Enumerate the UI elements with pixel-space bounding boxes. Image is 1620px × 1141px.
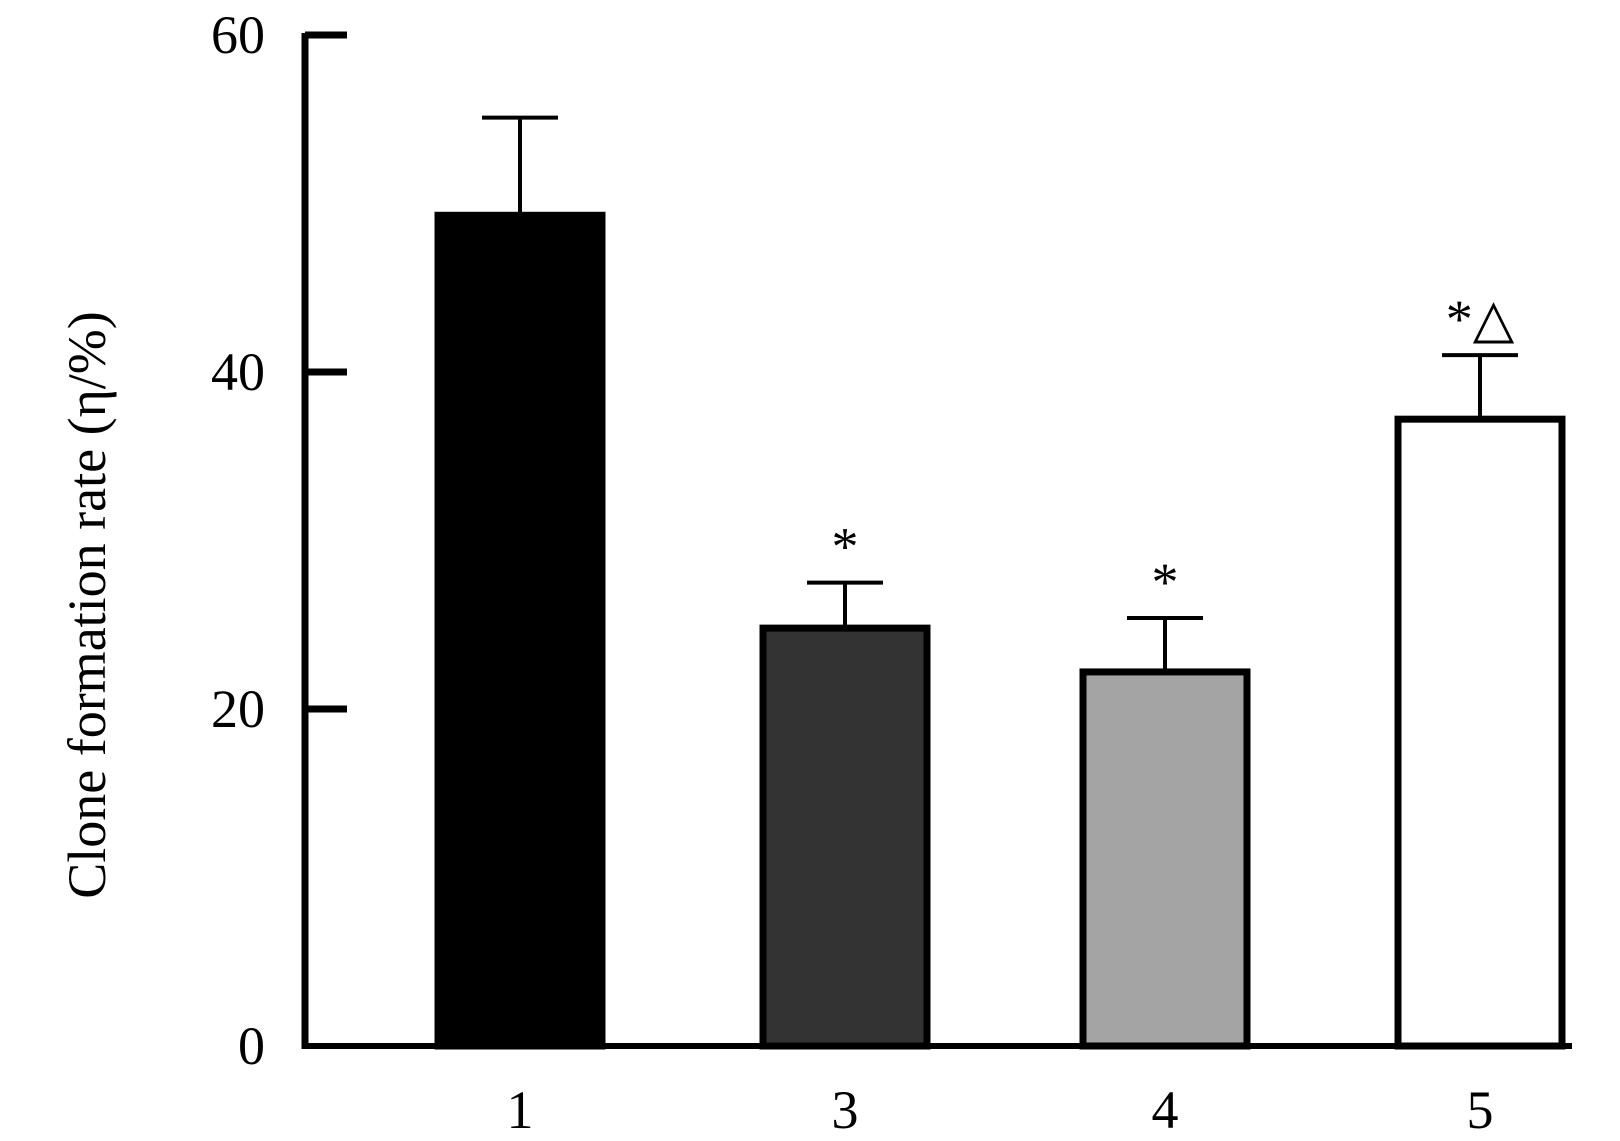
x-tick-label-5: 5 <box>1467 1080 1494 1140</box>
bar-1 <box>434 211 606 1050</box>
bar-4 <box>1079 668 1251 1050</box>
x-tick-label-4: 4 <box>1152 1080 1179 1140</box>
bar-3 <box>759 624 931 1050</box>
significance-marker-4: * <box>1152 552 1179 612</box>
y-tick-label-60: 60 <box>211 5 265 65</box>
y-tick-label-0: 0 <box>238 1016 265 1076</box>
significance-marker-3: * <box>832 517 859 577</box>
axes-layer <box>301 33 1572 1049</box>
x-tick-label-3: 3 <box>832 1080 859 1140</box>
bar-5 <box>1394 415 1566 1050</box>
significance-marker-5: *△ <box>1446 289 1515 349</box>
y-ticks-layer: 0 20 40 60 <box>211 5 347 1076</box>
bars-layer: * * *△ <box>434 115 1566 1050</box>
y-tick-label-40: 40 <box>211 342 265 402</box>
y-axis-label: Clone formation rate (η/%) <box>57 311 117 899</box>
x-tick-label-1: 1 <box>507 1080 534 1140</box>
y-tick-label-20: 20 <box>211 679 265 739</box>
x-tick-labels-layer: 1 3 4 5 <box>507 1080 1494 1140</box>
